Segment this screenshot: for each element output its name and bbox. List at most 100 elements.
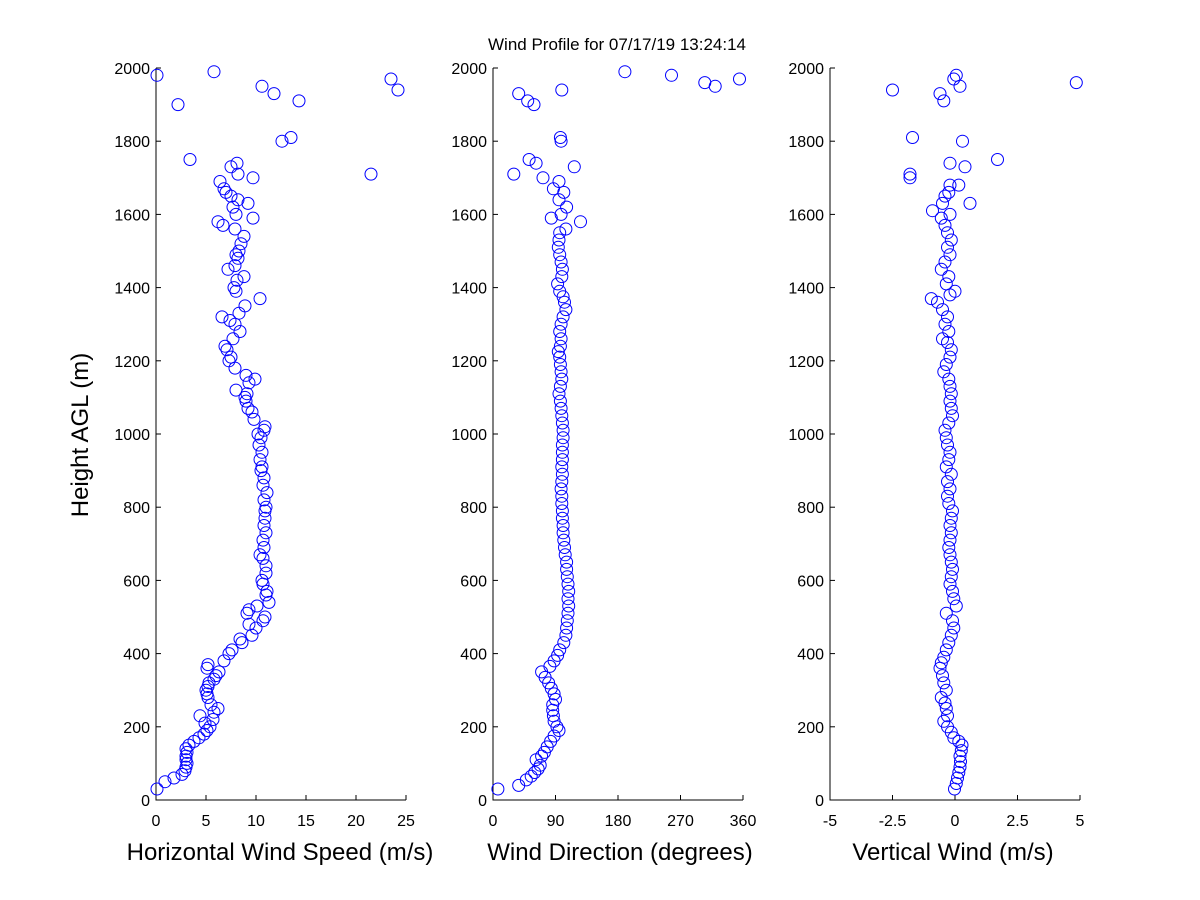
x-tick-label: 2.5 xyxy=(1006,813,1028,830)
x-tick-label: 15 xyxy=(297,813,315,830)
data-point-wind-direction xyxy=(552,387,566,401)
data-point-horizontal-wind-speed xyxy=(231,167,245,181)
data-point-vertical-wind xyxy=(938,317,952,331)
data-point-horizontal-wind-speed xyxy=(292,94,306,108)
data-point-vertical-wind xyxy=(936,669,949,683)
data-point-vertical-wind xyxy=(947,731,961,745)
x-tick-label: 360 xyxy=(730,813,757,830)
data-point-vertical-wind xyxy=(903,167,917,181)
data-point-horizontal-wind-speed xyxy=(256,614,270,628)
data-point-horizontal-wind-speed xyxy=(220,343,234,357)
data-point-vertical-wind xyxy=(953,760,967,774)
x-tick-label: 0 xyxy=(152,813,161,830)
data-point-vertical-wind xyxy=(944,233,958,247)
data-point-vertical-wind xyxy=(937,650,951,664)
data-point-vertical-wind xyxy=(944,526,958,540)
data-point-wind-direction xyxy=(555,504,569,518)
data-point-horizontal-wind-speed xyxy=(267,87,281,101)
data-point-horizontal-wind-speed xyxy=(255,79,269,93)
data-point-wind-direction xyxy=(555,262,569,276)
data-point-vertical-wind xyxy=(934,211,948,225)
y-tick-label: 1000 xyxy=(114,427,150,444)
data-point-horizontal-wind-speed xyxy=(224,350,238,364)
data-point-horizontal-wind-speed xyxy=(250,599,264,613)
data-point-vertical-wind xyxy=(939,460,953,474)
data-point-vertical-wind xyxy=(941,489,954,503)
y-tick-label: 1000 xyxy=(451,427,487,444)
data-point-wind-direction xyxy=(555,409,569,423)
data-point-wind-direction xyxy=(549,692,562,706)
data-point-vertical-wind xyxy=(943,379,957,393)
data-point-wind-direction xyxy=(519,773,533,787)
data-point-vertical-wind xyxy=(954,755,967,769)
panel-wind-direction: Wind Direction (degrees) 0 200 400 600 800 10… xyxy=(451,61,756,866)
data-point-vertical-wind xyxy=(931,295,944,309)
data-point-vertical-wind xyxy=(939,702,953,715)
data-point-wind-direction xyxy=(507,167,521,181)
data-point-wind-direction xyxy=(544,211,558,225)
data-point-vertical-wind xyxy=(954,744,968,758)
data-point-vertical-wind xyxy=(938,218,952,232)
data-point-wind-direction xyxy=(555,497,569,510)
y-tick-label: 1800 xyxy=(114,134,150,151)
data-point-vertical-wind xyxy=(939,643,953,657)
x-tick-label: 25 xyxy=(397,813,415,830)
y-tick-label: 1600 xyxy=(788,207,824,224)
data-point-horizontal-wind-speed xyxy=(175,767,189,781)
x-tick-label: 5 xyxy=(1076,813,1085,830)
y-tick-label: 1800 xyxy=(788,134,824,151)
data-point-horizontal-wind-speed xyxy=(259,500,273,514)
data-point-wind-direction xyxy=(554,401,568,415)
data-point-vertical-wind xyxy=(941,310,954,324)
data-point-wind-direction xyxy=(512,87,526,101)
data-point-vertical-wind xyxy=(939,358,953,371)
data-point-vertical-wind xyxy=(958,160,972,174)
data-point-wind-direction xyxy=(556,310,570,324)
y-tick-label: 0 xyxy=(141,793,150,810)
data-point-horizontal-wind-speed xyxy=(257,541,271,554)
data-point-horizontal-wind-speed xyxy=(213,175,227,188)
data-point-wind-direction xyxy=(553,379,567,393)
data-point-horizontal-wind-speed xyxy=(255,445,269,459)
data-point-horizontal-wind-speed xyxy=(179,742,193,756)
data-point-vertical-wind xyxy=(949,68,963,82)
y-tick-label: 1400 xyxy=(451,281,487,298)
data-point-wind-direction xyxy=(559,628,573,642)
x-tick-label: 20 xyxy=(347,813,365,830)
data-point-horizontal-wind-speed xyxy=(211,702,225,715)
data-point-vertical-wind xyxy=(952,178,966,192)
data-point-wind-direction xyxy=(553,325,567,338)
data-point-horizontal-wind-speed xyxy=(218,339,232,353)
data-point-vertical-wind xyxy=(939,683,953,697)
data-point-vertical-wind xyxy=(937,94,951,108)
x-tick-label: 5 xyxy=(202,813,211,830)
data-point-wind-direction xyxy=(553,284,567,298)
data-point-vertical-wind xyxy=(942,541,956,554)
data-point-horizontal-wind-speed xyxy=(232,244,246,258)
data-point-vertical-wind xyxy=(943,577,957,591)
x-tick-label: 90 xyxy=(547,813,565,830)
data-point-wind-direction xyxy=(555,438,569,452)
data-point-wind-direction xyxy=(531,762,545,776)
data-point-wind-direction xyxy=(551,240,565,254)
data-point-vertical-wind xyxy=(939,431,953,445)
data-point-horizontal-wind-speed xyxy=(230,156,244,170)
y-tick-label: 2000 xyxy=(788,61,824,78)
data-point-horizontal-wind-speed xyxy=(242,617,256,631)
data-point-vertical-wind xyxy=(926,204,939,218)
y-tick-label: 1200 xyxy=(788,354,824,371)
data-point-vertical-wind xyxy=(941,438,954,452)
data-point-horizontal-wind-speed xyxy=(171,98,185,112)
data-point-wind-direction xyxy=(553,358,567,371)
data-point-horizontal-wind-speed xyxy=(192,731,206,745)
data-point-vertical-wind xyxy=(942,185,956,199)
data-point-wind-direction xyxy=(491,782,505,796)
data-point-wind-direction xyxy=(561,577,575,591)
data-point-vertical-wind xyxy=(944,628,958,642)
data-point-wind-direction xyxy=(561,606,575,620)
data-point-vertical-wind xyxy=(906,131,919,144)
data-point-horizontal-wind-speed xyxy=(240,606,254,620)
data-point-horizontal-wind-speed xyxy=(200,724,214,737)
data-point-wind-direction xyxy=(555,445,569,459)
